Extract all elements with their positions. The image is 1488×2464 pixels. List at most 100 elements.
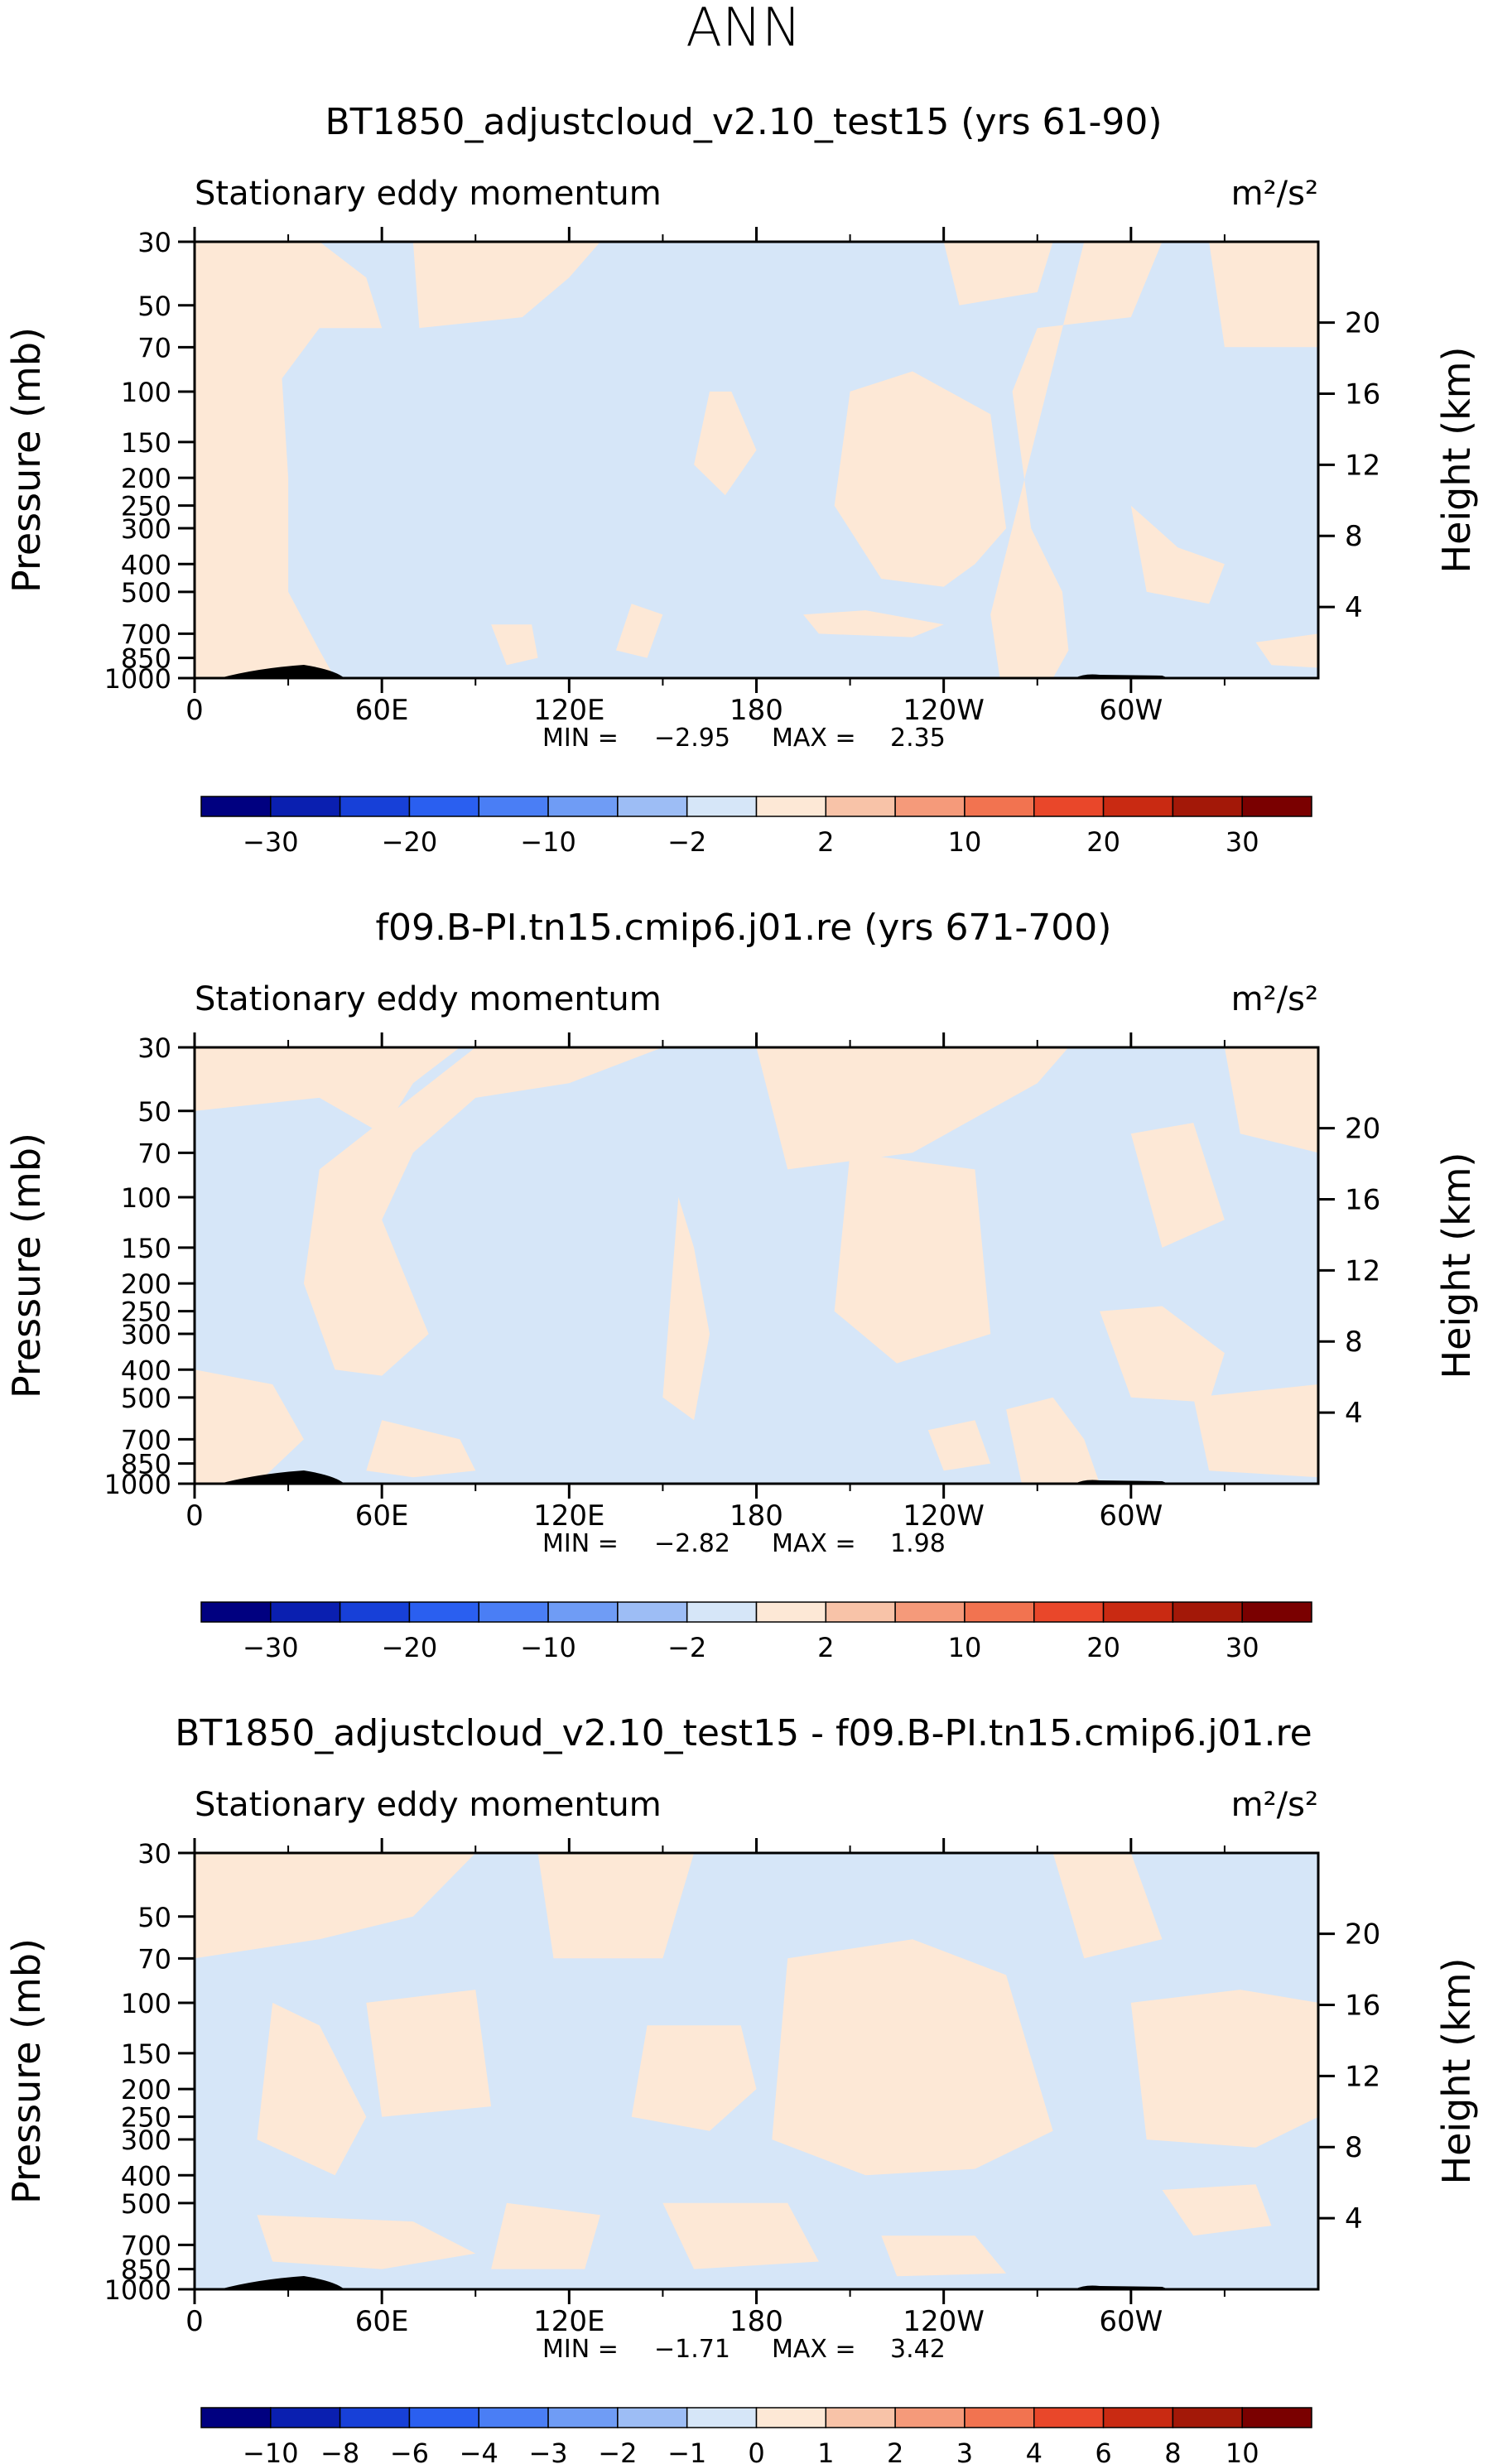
x-tick-label: 180 [730,1499,783,1533]
contour-positive [1130,505,1225,604]
y-tick-label: 70 [137,332,171,363]
contour-positive [537,1853,695,1959]
x-tick-label: 180 [730,2305,783,2338]
y-axis-title-right: Height (km) [1434,1957,1479,2184]
y-tick-label: 700 [121,2230,171,2261]
height-tick-label: 4 [1345,591,1363,624]
x-tick-label: 0 [185,1499,204,1533]
y-axis-title: Pressure (mb) [4,327,49,593]
topography [219,665,344,678]
y-tick-label: 300 [121,2125,171,2156]
contour-positive [1006,1397,1100,1484]
colorbar-box [1033,1601,1105,1623]
colorbar-box [894,796,966,817]
colorbar-label: −2 [667,826,706,858]
y-tick-label: 100 [121,1988,171,2019]
y-tick-label: 30 [137,1032,171,1064]
colorbar-label: 10 [948,1632,982,1663]
y-tick-label: 700 [121,1424,171,1456]
y-axis-title-right: Height (km) [1434,346,1479,573]
contour-positive [631,2025,757,2131]
contour-positive [412,242,600,329]
x-tick-label: 60W [1099,2305,1163,2338]
colorbar-label: 20 [1086,826,1120,858]
contour-positive [943,242,1053,306]
y-tick-label: 100 [121,377,171,408]
colorbar-box [547,796,619,817]
colorbar-box [755,2407,827,2428]
contour-positive [1130,1990,1318,2148]
colorbar-box [825,2407,896,2428]
colorbar-label: −1 [667,2438,706,2464]
colorbar-box [408,1601,479,1623]
colorbar-box [1172,796,1243,817]
x-tick-label: 60E [355,1499,409,1533]
contour-positive [195,242,383,678]
colorbar-box [1033,2407,1105,2428]
colorbar-label: −10 [243,2438,299,2464]
contour-positive [257,2002,367,2176]
colorbar-box [1102,1601,1174,1623]
colorbar-box [1102,796,1174,817]
contour-positive [990,242,1163,678]
colorbar-box [200,2407,272,2428]
colorbar-box [339,796,411,817]
panel-title: BT1850_adjustcloud_v2.10_test15 (yrs 61-… [325,101,1162,143]
y-tick-label: 250 [121,1297,171,1328]
y-tick-label: 150 [121,427,171,459]
contour-positive [1130,1123,1225,1248]
x-tick-label: 120E [533,1499,604,1533]
contour-positive [195,1853,476,1959]
contour-positive [662,1196,710,1421]
y-tick-label: 200 [121,2074,171,2105]
x-tick-label: 60W [1099,1499,1163,1533]
colorbar-box [755,796,827,817]
y-tick-label: 850 [121,2255,171,2286]
height-tick-label: 20 [1345,1113,1380,1146]
colorbar-box [1241,1601,1312,1623]
y-tick-label: 250 [121,2102,171,2134]
colorbar-box [825,796,896,817]
colorbar-label: 8 [1164,2438,1181,2464]
colorbar-box [964,1601,1035,1623]
y-tick-label: 50 [137,1096,171,1128]
y-tick-label: 50 [137,291,171,322]
x-tick-label: 120W [903,1499,985,1533]
contour-positive [491,2202,600,2269]
contour-positive [195,1369,304,1484]
colorbar-box [617,796,688,817]
colorbar-box [1241,2407,1312,2428]
contour-positive [694,391,757,496]
colorbar-label: 4 [1026,2438,1043,2464]
y-tick-label: 400 [121,1355,171,1386]
y-axis-title: Pressure (mb) [4,1938,49,2204]
colorbar-box [339,1601,411,1623]
colorbar-box [964,796,1035,817]
x-tick-label: 120W [903,694,985,727]
max-label: MAX = [772,2335,856,2364]
contour-positive [1209,242,1318,348]
y-tick-label: 200 [121,1268,171,1300]
topography [219,1470,344,1484]
panel-2: f09.B-PI.tn15.cmip6.j01.re (yrs 671-700)… [4,907,1479,1663]
colorbar-label: 3 [956,2438,973,2464]
max-value: 1.98 [890,1529,946,1558]
contour-positive [927,1420,991,1471]
y-tick-label: 70 [137,1943,171,1975]
colorbar-label: 1 [817,2438,834,2464]
colorbar-label: 2 [817,1632,834,1663]
y-tick-label: 70 [137,1138,171,1169]
contour-positive [1052,1853,1163,1959]
colorbar-box [964,2407,1035,2428]
contour-positive [772,1939,1053,2176]
height-tick-label: 16 [1345,1989,1380,2022]
y-tick-label: 100 [121,1182,171,1214]
left-string: Stationary eddy momentum [195,980,662,1018]
colorbar-box [755,1601,827,1623]
colorbar-box [408,2407,479,2428]
x-tick-label: 60E [355,2305,409,2338]
contour-positive [1255,633,1318,668]
colorbar-box [200,1601,272,1623]
contour-positive [834,371,1007,587]
